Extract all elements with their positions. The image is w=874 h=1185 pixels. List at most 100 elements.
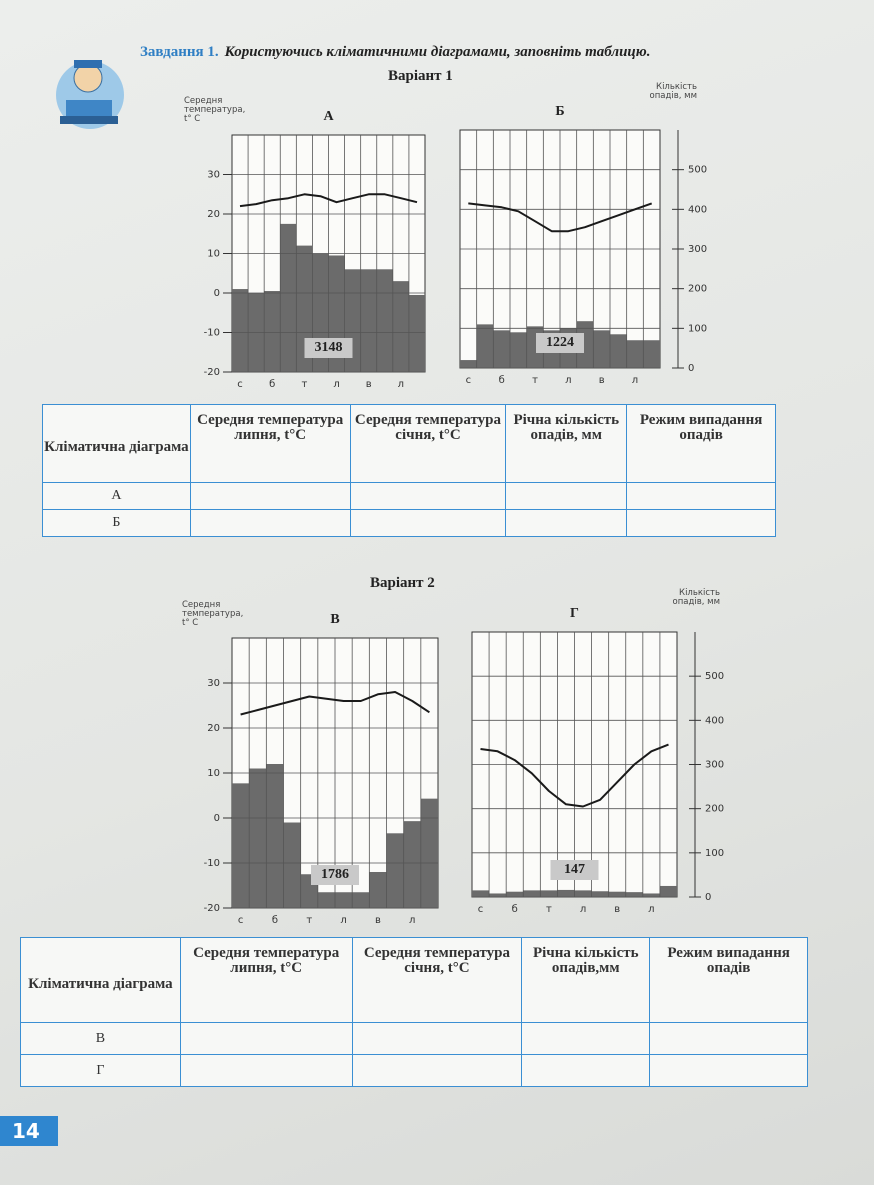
annotation-bg bbox=[304, 338, 353, 358]
y2-axis-label: Кількість опадів, мм bbox=[649, 82, 697, 101]
header-cell: Річна кількість опадів, мм bbox=[505, 404, 628, 483]
precipitation-bar bbox=[591, 891, 609, 897]
y2-tick-label: 400 bbox=[705, 715, 724, 726]
header-cell: Середня температура січня, t°C bbox=[351, 937, 523, 1023]
row-label: Б bbox=[42, 509, 191, 537]
precipitation-bar bbox=[403, 821, 421, 908]
x-tick-label: б bbox=[269, 379, 275, 390]
precipitation-bar bbox=[232, 783, 250, 908]
header-cell: Режим випадання опадів bbox=[626, 404, 776, 483]
precipitation-bar bbox=[386, 833, 404, 908]
answer-table: Кліматична діаграма Середня температура … bbox=[20, 937, 808, 1087]
x-tick-label: б bbox=[512, 904, 518, 915]
precipitation-bar bbox=[232, 289, 249, 372]
y-tick-label: 0 bbox=[214, 288, 220, 299]
header-cell: Середня температура січня, t°C bbox=[349, 404, 507, 483]
precipitation-bar bbox=[643, 340, 660, 368]
x-tick-label: л bbox=[333, 379, 339, 390]
y2-tick-label: 500 bbox=[705, 671, 724, 682]
x-tick-label: л bbox=[648, 904, 654, 915]
x-tick-label: с bbox=[237, 379, 243, 390]
precipitation-bar bbox=[420, 798, 438, 908]
precipitation-bar bbox=[266, 764, 284, 908]
precipitation-bar bbox=[369, 872, 387, 908]
annotation: 1224 bbox=[546, 335, 574, 350]
precipitation-bar bbox=[593, 330, 610, 368]
y-tick-label: 20 bbox=[207, 209, 220, 220]
precipitation-bar bbox=[557, 889, 575, 897]
annotation: 1786 bbox=[321, 867, 349, 882]
y-axis-label: Середня температура, t° C bbox=[182, 600, 244, 628]
y2-tick-label: 500 bbox=[688, 165, 707, 176]
header-cell: Річна кількість опадів,мм bbox=[521, 937, 651, 1023]
y2-tick-label: 100 bbox=[705, 848, 724, 859]
precipitation-bar bbox=[392, 281, 409, 372]
x-tick-label: т bbox=[532, 375, 538, 386]
chart-title: Г bbox=[570, 606, 579, 621]
y-tick-label: 30 bbox=[207, 678, 220, 689]
precipitation-bar bbox=[493, 330, 510, 368]
temperature-line bbox=[480, 743, 669, 808]
x-tick-label: л bbox=[565, 375, 571, 386]
y-tick-label: 10 bbox=[207, 249, 220, 260]
annotation-bg bbox=[550, 860, 599, 880]
header-cell: Середня температура липня, t°C bbox=[189, 404, 351, 483]
precipitation-bar bbox=[376, 269, 393, 372]
precipitation-bar bbox=[574, 890, 592, 897]
task-text: Користуючись кліматичними діаграмами, за… bbox=[224, 44, 651, 60]
precipitation-bar bbox=[335, 892, 353, 908]
x-tick-label: в bbox=[614, 904, 620, 915]
y2-tick-label: 200 bbox=[688, 284, 707, 295]
chart-title: В bbox=[330, 612, 339, 627]
mascot-icon bbox=[56, 60, 124, 129]
y-tick-label: 20 bbox=[207, 723, 220, 734]
temperature-line bbox=[239, 193, 418, 208]
x-tick-label: в bbox=[599, 375, 605, 386]
precipitation-bar bbox=[489, 893, 507, 897]
precipitation-bar bbox=[476, 324, 494, 368]
task-number: Завдання 1. bbox=[140, 44, 219, 60]
answer-table: Кліматична діаграма Середня температура … bbox=[42, 404, 776, 537]
y-tick-label: 10 bbox=[207, 768, 220, 779]
y2-tick-label: 0 bbox=[688, 363, 694, 374]
variant-title: Варіант 1 bbox=[388, 68, 453, 84]
annotation-bg bbox=[311, 865, 359, 885]
precipitation-bar bbox=[352, 892, 370, 908]
precipitation-bar bbox=[249, 768, 267, 908]
x-tick-label: л bbox=[580, 904, 586, 915]
y2-tick-label: 400 bbox=[688, 204, 707, 215]
x-tick-label: в bbox=[375, 915, 381, 926]
header-cell: Режим випадання опадів bbox=[649, 937, 808, 1023]
x-tick-label: т bbox=[301, 379, 307, 390]
y2-tick-label: 200 bbox=[705, 804, 724, 815]
y-tick-label: -10 bbox=[204, 328, 220, 339]
y-axis-label: Середня температура, t° C bbox=[184, 96, 246, 124]
precipitation-bar bbox=[510, 332, 527, 368]
variant-title: Варіант 2 bbox=[370, 575, 435, 591]
precipitation-bar bbox=[610, 334, 627, 368]
precipitation-bar bbox=[625, 892, 643, 897]
y2-tick-label: 0 bbox=[705, 892, 711, 903]
precipitation-bar bbox=[540, 890, 558, 897]
x-tick-label: с bbox=[478, 904, 484, 915]
y-tick-label: -20 bbox=[204, 903, 220, 914]
chart-title: Б bbox=[555, 104, 564, 119]
row-label: Г bbox=[20, 1054, 181, 1087]
x-tick-label: в bbox=[366, 379, 372, 390]
precipitation-bar bbox=[408, 294, 425, 372]
x-tick-label: л bbox=[409, 915, 415, 926]
task: Завдання 1. Користуючись кліматичними діа… bbox=[140, 44, 650, 61]
x-tick-label: л bbox=[632, 375, 638, 386]
precipitation-bar bbox=[264, 291, 281, 372]
precipitation-bar bbox=[576, 321, 594, 368]
x-tick-label: б bbox=[499, 375, 505, 386]
y2-tick-label: 300 bbox=[705, 760, 724, 771]
precipitation-bar bbox=[317, 892, 335, 908]
x-tick-label: т bbox=[546, 904, 552, 915]
precipitation-bar bbox=[642, 893, 660, 897]
x-tick-label: т bbox=[306, 915, 312, 926]
precipitation-bar bbox=[506, 891, 524, 897]
y2-tick-label: 300 bbox=[688, 244, 707, 255]
page-number: 14 bbox=[0, 1116, 58, 1146]
